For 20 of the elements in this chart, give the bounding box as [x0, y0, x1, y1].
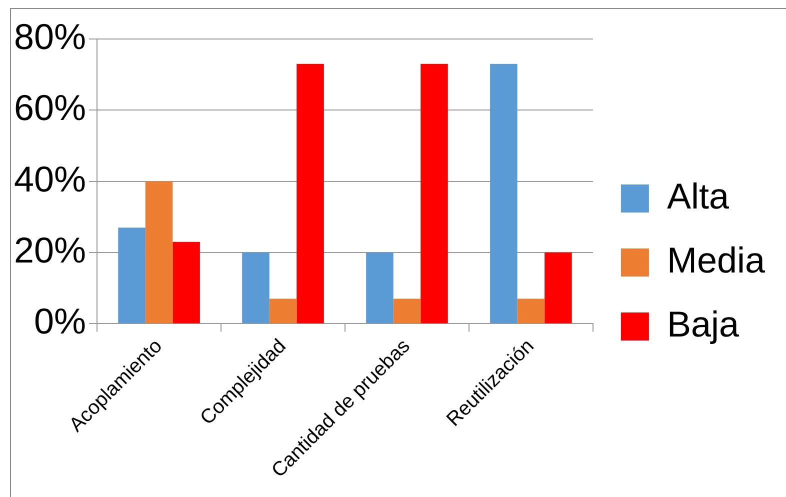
legend-label: Alta — [666, 175, 730, 216]
bar — [296, 64, 324, 324]
legend-label: Baja — [666, 303, 740, 344]
y-tick-label: 40% — [14, 158, 86, 200]
bar — [490, 64, 518, 324]
y-tick-label: 60% — [14, 87, 86, 128]
bar — [366, 252, 394, 324]
y-tick-label: 80% — [14, 16, 86, 57]
bar — [393, 298, 421, 324]
bar — [269, 298, 297, 324]
y-tick-label: 0% — [34, 300, 86, 342]
bar — [118, 228, 146, 324]
bar — [145, 181, 173, 324]
bar — [242, 252, 270, 324]
y-tick-label: 20% — [14, 229, 86, 270]
bar — [517, 298, 545, 324]
bar — [544, 252, 572, 324]
bar — [420, 64, 448, 324]
legend-label: Media — [666, 239, 766, 280]
bar — [172, 242, 200, 324]
